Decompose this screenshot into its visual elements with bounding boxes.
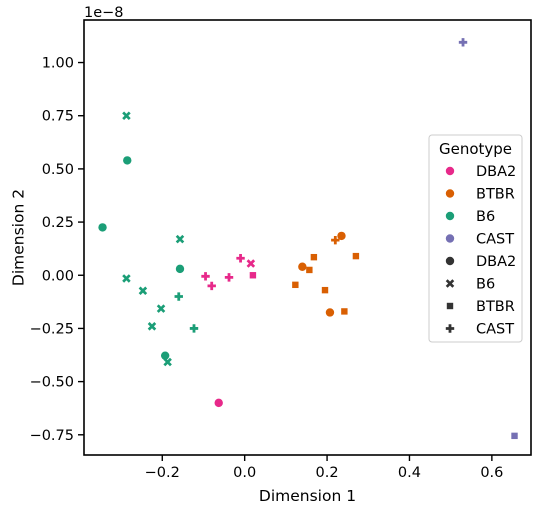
x-axis-label: Dimension 1 [259, 487, 356, 505]
legend-marker-circle [444, 188, 455, 199]
data-point-dba2-square [249, 272, 257, 279]
data-point-b6-x [175, 234, 185, 244]
data-point-b6-circle [97, 222, 108, 233]
x-axis-ticks: −0.2 0.0 0.2 0.4 0.6 [145, 455, 503, 481]
y-tick-label: 0.75 [42, 109, 74, 125]
legend: Genotype DBA2 BTBR B6 CAST DBA2 B6 BTBR CAST [428, 134, 523, 343]
data-point-btbr-plus [331, 235, 340, 245]
data-point-b6-x [156, 304, 166, 313]
data-point-btbr-circle [297, 261, 308, 272]
data-point-btbr-square [292, 281, 299, 289]
legend-entry-label: CAST [476, 322, 514, 338]
x-tick-label: 0.6 [480, 465, 503, 481]
legend-marker-circle [444, 233, 455, 244]
data-point-cast-square [511, 432, 518, 440]
x-tick-label: −0.2 [145, 465, 180, 481]
y-tick-label: −0.75 [30, 428, 74, 444]
legend-entry-label: BTBR [476, 299, 515, 315]
plot-frame [83, 19, 532, 456]
y-axis-label: Dimension 2 [10, 189, 28, 286]
data-point-dba2-circle [213, 397, 224, 408]
y-axis-offset-label: 1e−8 [84, 5, 124, 21]
data-point-b6-x [163, 357, 172, 367]
data-point-b6-plus [174, 292, 183, 301]
y-tick-label: 1.00 [42, 56, 74, 72]
legend-marker-x [445, 279, 455, 288]
legend-marker-plus [445, 324, 455, 333]
legend-title: Genotype [439, 140, 512, 158]
y-tick-label: 0.00 [42, 268, 74, 284]
legend-entry-label: DBA2 [476, 254, 516, 270]
y-axis-ticks: −0.75 −0.50 −0.25 0.00 0.25 0.50 0.75 1.00 [30, 56, 84, 444]
y-tick-label: 0.25 [42, 215, 74, 231]
data-point-btbr-square [341, 308, 348, 315]
data-point-b6-circle [174, 263, 185, 274]
legend-entry-label: BTBR [476, 187, 515, 203]
legend-entry-label: CAST [476, 232, 514, 248]
data-point-btbr-square [352, 252, 360, 260]
data-point-btbr-square [321, 286, 329, 294]
data-points [97, 38, 518, 440]
y-tick-label: 0.50 [42, 162, 74, 178]
x-tick-label: 0.0 [233, 465, 256, 481]
data-point-b6-x [122, 111, 131, 120]
legend-marker-circle [444, 210, 455, 221]
data-point-dba2-plus [207, 281, 216, 291]
data-point-b6-x [138, 286, 148, 296]
data-point-b6-x [147, 322, 157, 331]
data-point-btbr-circle [336, 230, 347, 241]
legend-entry-label: B6 [476, 277, 495, 293]
legend-marker-square [446, 302, 454, 310]
legend-entry-label: B6 [476, 209, 495, 225]
data-point-b6-plus [189, 324, 199, 333]
legend-box [428, 134, 523, 343]
data-point-b6-x [122, 274, 131, 283]
x-tick-label: 0.2 [316, 465, 339, 481]
data-point-b6-circle [122, 155, 133, 166]
data-point-btbr-square [310, 253, 318, 261]
legend-marker-circle [444, 165, 455, 176]
data-point-dba2-plus [236, 254, 245, 263]
data-point-cast-plus [458, 38, 468, 47]
legend-marker-circle [444, 255, 455, 266]
x-tick-label: 0.4 [398, 465, 421, 481]
data-point-btbr-square [306, 266, 313, 274]
data-point-btbr-circle [324, 307, 335, 318]
y-tick-label: −0.25 [30, 321, 74, 337]
y-tick-label: −0.50 [30, 375, 74, 391]
data-point-dba2-x [246, 259, 256, 268]
data-point-dba2-plus [224, 273, 234, 282]
data-point-dba2-plus [201, 272, 210, 281]
legend-entry-label: DBA2 [476, 164, 516, 180]
